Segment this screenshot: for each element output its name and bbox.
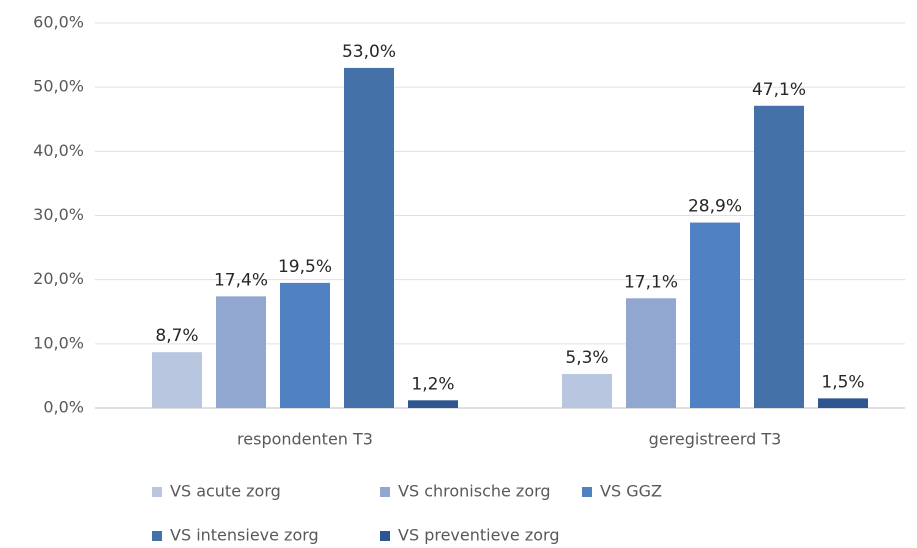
x-tick-label: respondenten T3: [237, 430, 373, 449]
y-tick-label: 20,0%: [33, 269, 84, 288]
value-label: 8,7%: [155, 326, 198, 346]
legend-swatch: [152, 531, 162, 541]
legend-label: VS acute zorg: [170, 482, 281, 501]
legend-swatch: [582, 487, 592, 497]
x-tick-label: geregistreerd T3: [649, 430, 782, 449]
legend-label: VS chronische zorg: [398, 482, 551, 501]
bar: [216, 296, 266, 408]
value-label: 19,5%: [278, 257, 332, 277]
bar: [626, 298, 676, 408]
value-label: 5,3%: [565, 348, 608, 368]
y-tick-label: 60,0%: [33, 13, 84, 32]
y-tick-label: 50,0%: [33, 77, 84, 96]
bar: [280, 282, 330, 408]
legend-swatch: [380, 487, 390, 497]
legend-label: VS GGZ: [600, 482, 662, 501]
bar: [152, 352, 202, 408]
value-label: 1,2%: [411, 374, 454, 394]
value-label: 53,0%: [342, 42, 396, 62]
bar: [408, 400, 458, 408]
bar: [818, 398, 868, 408]
y-tick-label: 40,0%: [33, 141, 84, 160]
bar: [754, 105, 804, 409]
value-label: 47,1%: [752, 80, 806, 100]
y-tick-label: 0,0%: [43, 398, 84, 417]
value-label: 1,5%: [821, 372, 864, 392]
legend-swatch: [152, 487, 162, 497]
value-label: 17,1%: [624, 272, 678, 292]
y-tick-label: 30,0%: [33, 205, 84, 224]
bar: [344, 67, 394, 409]
value-label: 17,4%: [214, 270, 268, 290]
y-tick-label: 10,0%: [33, 333, 84, 352]
bar: [690, 222, 740, 408]
bar: [562, 373, 612, 408]
legend-label: VS intensieve zorg: [170, 526, 319, 545]
legend-label: VS preventieve zorg: [398, 526, 559, 545]
legend-swatch: [380, 531, 390, 541]
value-label: 28,9%: [688, 197, 742, 217]
